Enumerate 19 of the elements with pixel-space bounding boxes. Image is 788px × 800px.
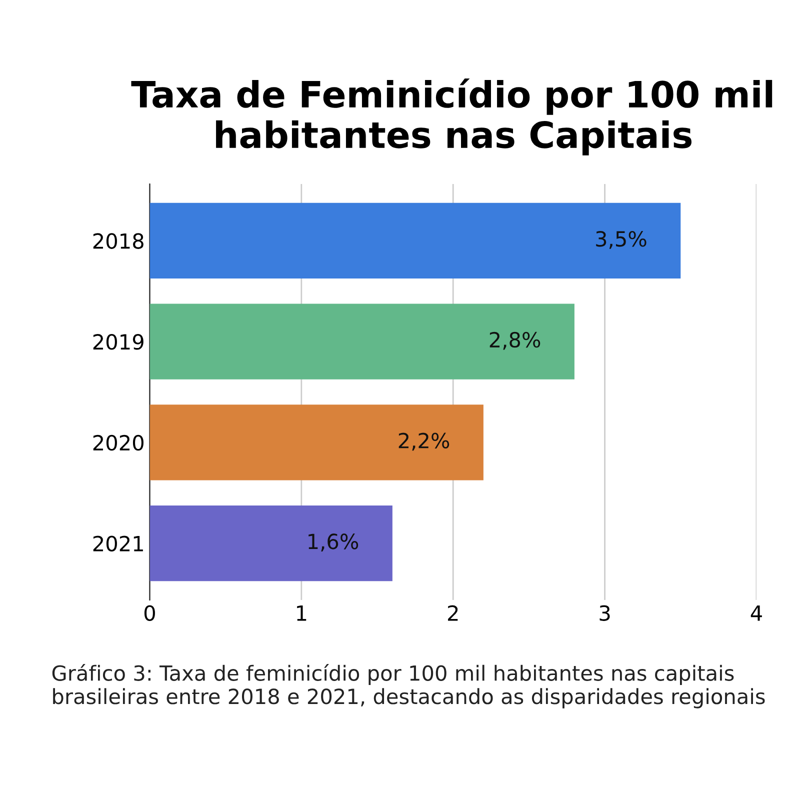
text: Gráfico 3: Taxa de feminicídio por 100 mil habitantes nas capitais brasileiras entre 2018 e 2021, destacando as disparidades regionais [52,664,765,708]
data-label: 2,2% [398,432,450,451]
bar [150,505,392,582]
x-tick-label: 1 [297,606,306,621]
y-tick-label: 2019 [93,334,144,350]
x-tick-label: 2 [448,605,458,621]
x-tick-label: 3 [600,605,610,621]
bar [150,202,681,279]
y-tick-label: 2020 [93,434,144,451]
chart-title: Taxa de Feminicídio por 100 mil habitantes nas Capitais [131,78,772,156]
x-tick-label: 4 [750,606,762,621]
data-label: 1,6% [308,534,358,552]
data-label: 2,8% [490,332,540,350]
data-label: 3,5% [596,231,646,249]
bar [150,304,574,380]
y-tick-label: 2021 [93,536,143,552]
y-tick-label: 2018 [93,233,144,249]
bar [150,404,484,480]
x-tick-label: 0 [144,605,155,621]
